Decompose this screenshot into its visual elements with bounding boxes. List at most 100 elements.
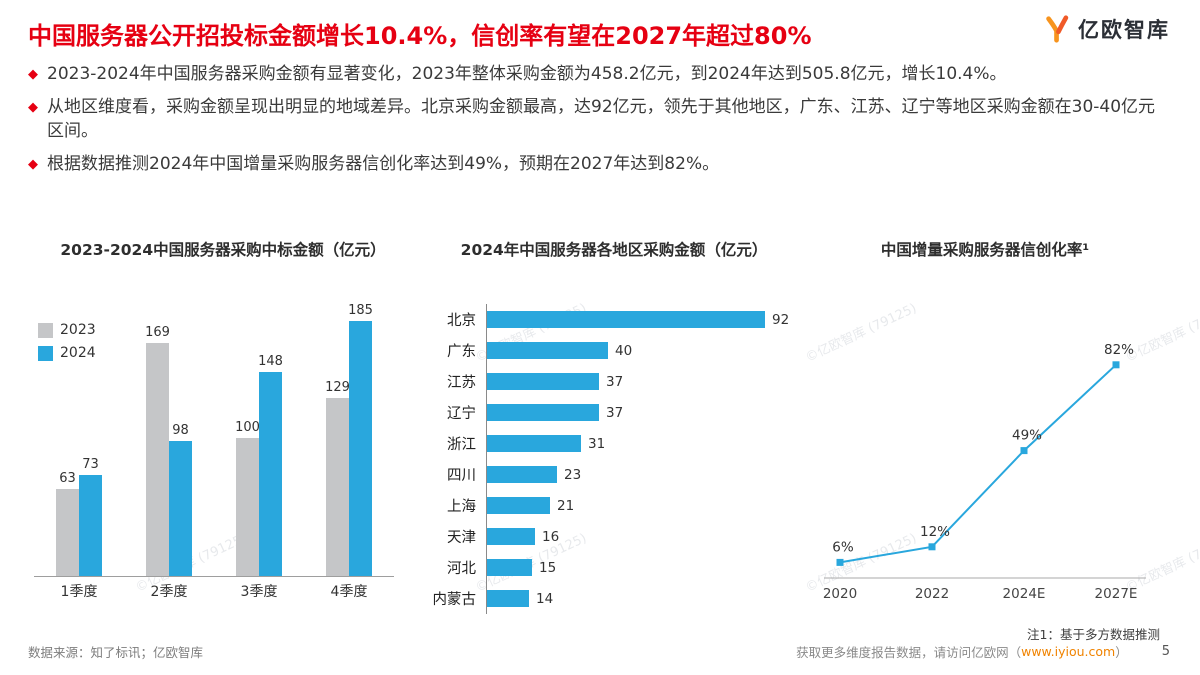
region-label: 上海 [447,499,476,515]
bar-wrap: 73 [79,457,102,576]
bar-value-label: 37 [606,373,624,390]
bar-wrap: 148 [258,354,283,576]
region-label: 北京 [447,313,476,329]
bar-row: 江苏 37 [418,366,810,397]
point-value-label: 12% [920,524,950,540]
category-axis: 1季度 2季度 3季度 4季度 [34,581,394,601]
diamond-bullet-icon: ◆ [28,67,38,82]
iyiou-link[interactable]: www.iyiou.com [1021,644,1116,659]
bar-value-label: 40 [615,342,633,359]
bar-value-label: 63 [59,471,76,486]
region-label: 天津 [447,530,476,546]
point-value-label: 6% [832,539,854,555]
x-tick-label: 2020 [823,586,857,602]
footer-promo-text: 获取更多维度报告数据，请访问亿欧网（ [796,645,1022,660]
brand-logo: 亿欧智库 [1042,14,1170,44]
legend-label: 2023 [60,322,96,338]
bar-row: 广东 40 [418,335,810,366]
data-point-marker [928,543,936,551]
line-chart-svg-holder: 6% 2020 12% 2022 49% 2024E 82% 2027E [810,300,1160,616]
bar-value-label: 98 [172,423,189,438]
bar-plot-area: 63 73 169 98 100 148 129 185 [34,289,394,577]
bar-track: 14 [486,583,810,614]
category-label: 3季度 [240,584,278,600]
category-label: 2季度 [150,584,188,600]
bar-wrap: 169 [145,325,170,576]
bar-row: 浙江 31 [418,428,810,459]
bar-row: 内蒙古 14 [418,583,810,614]
bar-value-label: 31 [588,435,606,452]
bar [487,435,581,452]
bar-group: 100 148 [214,354,304,576]
bar-track: 37 [486,366,810,397]
line-chart-svg: 6% 2020 12% 2022 49% 2024E 82% 2027E [823,342,1146,602]
bar-value-label: 16 [542,528,560,545]
bar-value-label: 21 [557,497,575,514]
region-label: 辽宁 [447,406,476,422]
bullet-text: 2023-2024年中国服务器采购金额有显著变化，2023年整体采购金额为458… [47,64,1007,84]
grouped-bar-chart-body: 2023 2024 63 73 169 98 100 148 129 185 1季度 2季度 3季度… [28,260,418,605]
bar-wrap: 185 [348,303,373,576]
bar-value-label: 129 [325,380,350,395]
page-number: 5 [1161,644,1170,659]
summary-bullets: ◆ 2023-2024年中国服务器采购金额有显著变化，2023年整体采购金额为4… [28,62,1158,186]
bar-track: 16 [486,521,810,552]
region-label: 四川 [447,468,476,484]
logo-icon [1042,14,1072,44]
footer: 数据来源：知了标讯；亿欧智库 获取更多维度报告数据，请访问亿欧网（ www.iy… [28,642,1170,661]
line-series [839,364,1117,564]
bar-track: 23 [486,459,810,490]
bar-row: 四川 23 [418,459,810,490]
bar-value-label: 15 [539,559,557,576]
bar-group: 169 98 [124,325,214,576]
diamond-bullet-icon: ◆ [28,100,38,116]
bullet-item: ◆ 2023-2024年中国服务器采购金额有显著变化，2023年整体采购金额为4… [28,62,1158,86]
bar-wrap: 63 [56,471,79,576]
bar-track: 21 [486,490,810,521]
logo-text: 亿欧智库 [1078,18,1170,42]
x-tick-label: 2027E [1095,586,1138,602]
page-title: 中国服务器公开招投标金额增长10.4%，信创率有望在2027年超过80% [28,22,812,50]
bar-track: 15 [486,552,810,583]
bar [487,497,550,514]
bar-track: 31 [486,428,810,459]
bar-group: 129 185 [304,303,394,576]
bullet-item: ◆ 从地区维度看，采购金额呈现出明显的地域差异。北京采购金额最高，达92亿元，领… [28,95,1158,143]
bar-value-label: 185 [348,303,373,318]
data-source-text: 数据来源：知了标讯；亿欧智库 [28,645,204,660]
bar-track: 37 [486,397,810,428]
diamond-bullet-icon: ◆ [28,157,38,173]
region-label: 广东 [447,344,476,360]
bullet-text: 从地区维度看，采购金额呈现出明显的地域差异。北京采购金额最高，达92亿元，领先于… [47,97,1156,142]
bar-row: 天津 16 [418,521,810,552]
bar-wrap: 98 [169,423,192,576]
bar [487,373,599,390]
chart-title: 中国增量采购服务器信创化率¹ [880,241,1090,259]
region-label: 内蒙古 [432,592,477,608]
bar-row: 辽宁 37 [418,397,810,428]
chart-title: 2023-2024中国服务器采购中标金额（亿元） [60,241,386,259]
bar-value-label: 23 [564,466,582,483]
bar-value-label: 100 [235,420,260,435]
chart-legend: 2023 2024 [38,322,96,368]
bar [169,441,192,576]
category-label: 1季度 [60,584,98,600]
bar-track: 40 [486,335,810,366]
legend-item: 2023 [38,322,96,338]
bullet-text: 根据数据推测2024年中国增量采购服务器信创化率达到49%，预期在2027年达到… [47,154,720,175]
horizontal-bar-chart: 2024年中国服务器各地区采购金额（亿元） 北京 92 广东 40 江苏 37 辽宁 37 浙江… [418,238,810,643]
bar-row: 北京 92 [418,304,810,335]
bar-track: 92 [486,304,810,335]
region-label: 河北 [447,561,476,577]
bar [487,342,608,359]
bar [146,343,169,576]
bar-value-label: 73 [82,457,99,472]
x-tick-label: 2022 [915,586,949,602]
legend-swatch [38,345,53,361]
bar-value-label: 148 [258,354,283,369]
point-value-label: 49% [1012,428,1042,444]
chart-title: 2024年中国服务器各地区采购金额（亿元） [460,241,768,259]
legend-label: 2024 [60,345,96,361]
legend-swatch [38,322,53,338]
data-point-marker [836,558,844,566]
